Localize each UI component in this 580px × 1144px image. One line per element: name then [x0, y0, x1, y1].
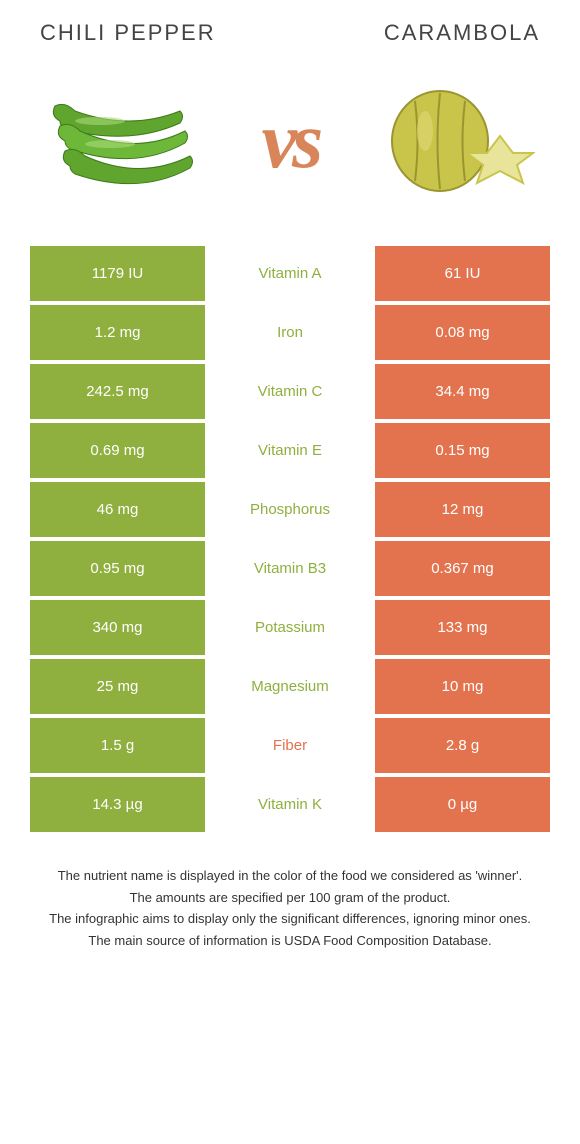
- right-value: 2.8 g: [375, 718, 550, 773]
- left-value: 46 mg: [30, 482, 205, 537]
- nutrient-row: 14.3 µgVitamin K0 µg: [30, 777, 550, 832]
- nutrient-label: Vitamin K: [205, 777, 375, 832]
- right-value: 0.08 mg: [375, 305, 550, 360]
- nutrient-row: 0.69 mgVitamin E0.15 mg: [30, 423, 550, 478]
- nutrient-row: 25 mgMagnesium10 mg: [30, 659, 550, 714]
- nutrient-table: 1179 IUVitamin A61 IU1.2 mgIron0.08 mg24…: [0, 246, 580, 832]
- left-value: 1.2 mg: [30, 305, 205, 360]
- nutrient-label: Phosphorus: [205, 482, 375, 537]
- nutrient-row: 46 mgPhosphorus12 mg: [30, 482, 550, 537]
- right-value: 0.15 mg: [375, 423, 550, 478]
- comparison-header: Chili pepper Carambola: [0, 20, 580, 46]
- vs-label: vs: [262, 96, 319, 187]
- footer-line: The main source of information is USDA F…: [30, 931, 550, 951]
- nutrient-label: Vitamin E: [205, 423, 375, 478]
- right-value: 34.4 mg: [375, 364, 550, 419]
- left-value: 1179 IU: [30, 246, 205, 301]
- footer-notes: The nutrient name is displayed in the co…: [0, 836, 580, 950]
- nutrient-label: Vitamin A: [205, 246, 375, 301]
- left-value: 14.3 µg: [30, 777, 205, 832]
- left-value: 25 mg: [30, 659, 205, 714]
- nutrient-label: Vitamin B3: [205, 541, 375, 596]
- nutrient-row: 0.95 mgVitamin B30.367 mg: [30, 541, 550, 596]
- nutrient-row: 1.2 mgIron0.08 mg: [30, 305, 550, 360]
- nutrient-label: Potassium: [205, 600, 375, 655]
- left-value: 0.95 mg: [30, 541, 205, 596]
- nutrient-row: 1.5 gFiber2.8 g: [30, 718, 550, 773]
- nutrient-label: Vitamin C: [205, 364, 375, 419]
- vs-row: vs: [0, 76, 580, 206]
- carambola-image: [380, 76, 540, 206]
- left-value: 0.69 mg: [30, 423, 205, 478]
- left-value: 1.5 g: [30, 718, 205, 773]
- right-value: 10 mg: [375, 659, 550, 714]
- nutrient-row: 242.5 mgVitamin C34.4 mg: [30, 364, 550, 419]
- nutrient-row: 1179 IUVitamin A61 IU: [30, 246, 550, 301]
- right-value: 12 mg: [375, 482, 550, 537]
- right-value: 61 IU: [375, 246, 550, 301]
- nutrient-label: Fiber: [205, 718, 375, 773]
- left-value: 340 mg: [30, 600, 205, 655]
- footer-line: The amounts are specified per 100 gram o…: [30, 888, 550, 908]
- nutrient-label: Iron: [205, 305, 375, 360]
- footer-line: The infographic aims to display only the…: [30, 909, 550, 929]
- left-value: 242.5 mg: [30, 364, 205, 419]
- footer-line: The nutrient name is displayed in the co…: [30, 866, 550, 886]
- nutrient-label: Magnesium: [205, 659, 375, 714]
- right-value: 0 µg: [375, 777, 550, 832]
- right-food-title: Carambola: [384, 20, 540, 46]
- right-value: 0.367 mg: [375, 541, 550, 596]
- right-value: 133 mg: [375, 600, 550, 655]
- chili-pepper-image: [40, 76, 200, 206]
- nutrient-row: 340 mgPotassium133 mg: [30, 600, 550, 655]
- left-food-title: Chili pepper: [40, 20, 216, 46]
